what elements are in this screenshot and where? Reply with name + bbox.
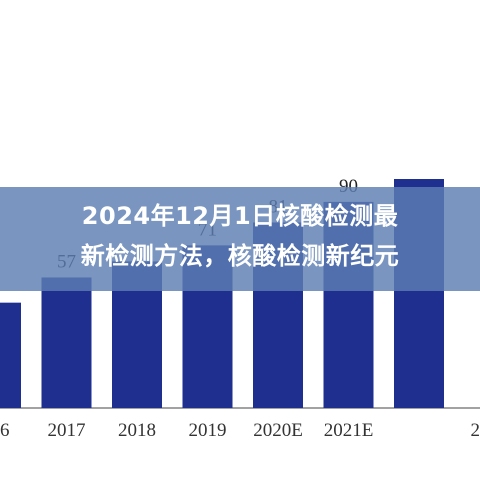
tick-label-2021E: 2021E: [324, 420, 374, 441]
tick-label-2016: 6: [0, 420, 10, 441]
headline-banner: [0, 187, 480, 291]
headline-line-2: 新检测方法，核酸检测新纪元: [80, 242, 400, 270]
tick-label-2018: 2018: [118, 420, 156, 441]
bar-2016: [0, 302, 21, 408]
headline-text: 2024年12月1日核酸检测最 新检测方法，核酸检测新纪元: [0, 196, 480, 276]
bar-2017: [41, 277, 92, 408]
tick-label-2020E: 2020E: [253, 420, 303, 441]
tick-label-2022E: 2: [471, 420, 480, 441]
tick-labels-group: 6 2017 2018 2019 2020E 2021E 2: [0, 420, 480, 441]
tick-label-2017: 2017: [48, 420, 86, 441]
tick-label-2019: 2019: [189, 420, 227, 441]
headline-line-1: 2024年12月1日核酸检测最: [81, 202, 399, 230]
